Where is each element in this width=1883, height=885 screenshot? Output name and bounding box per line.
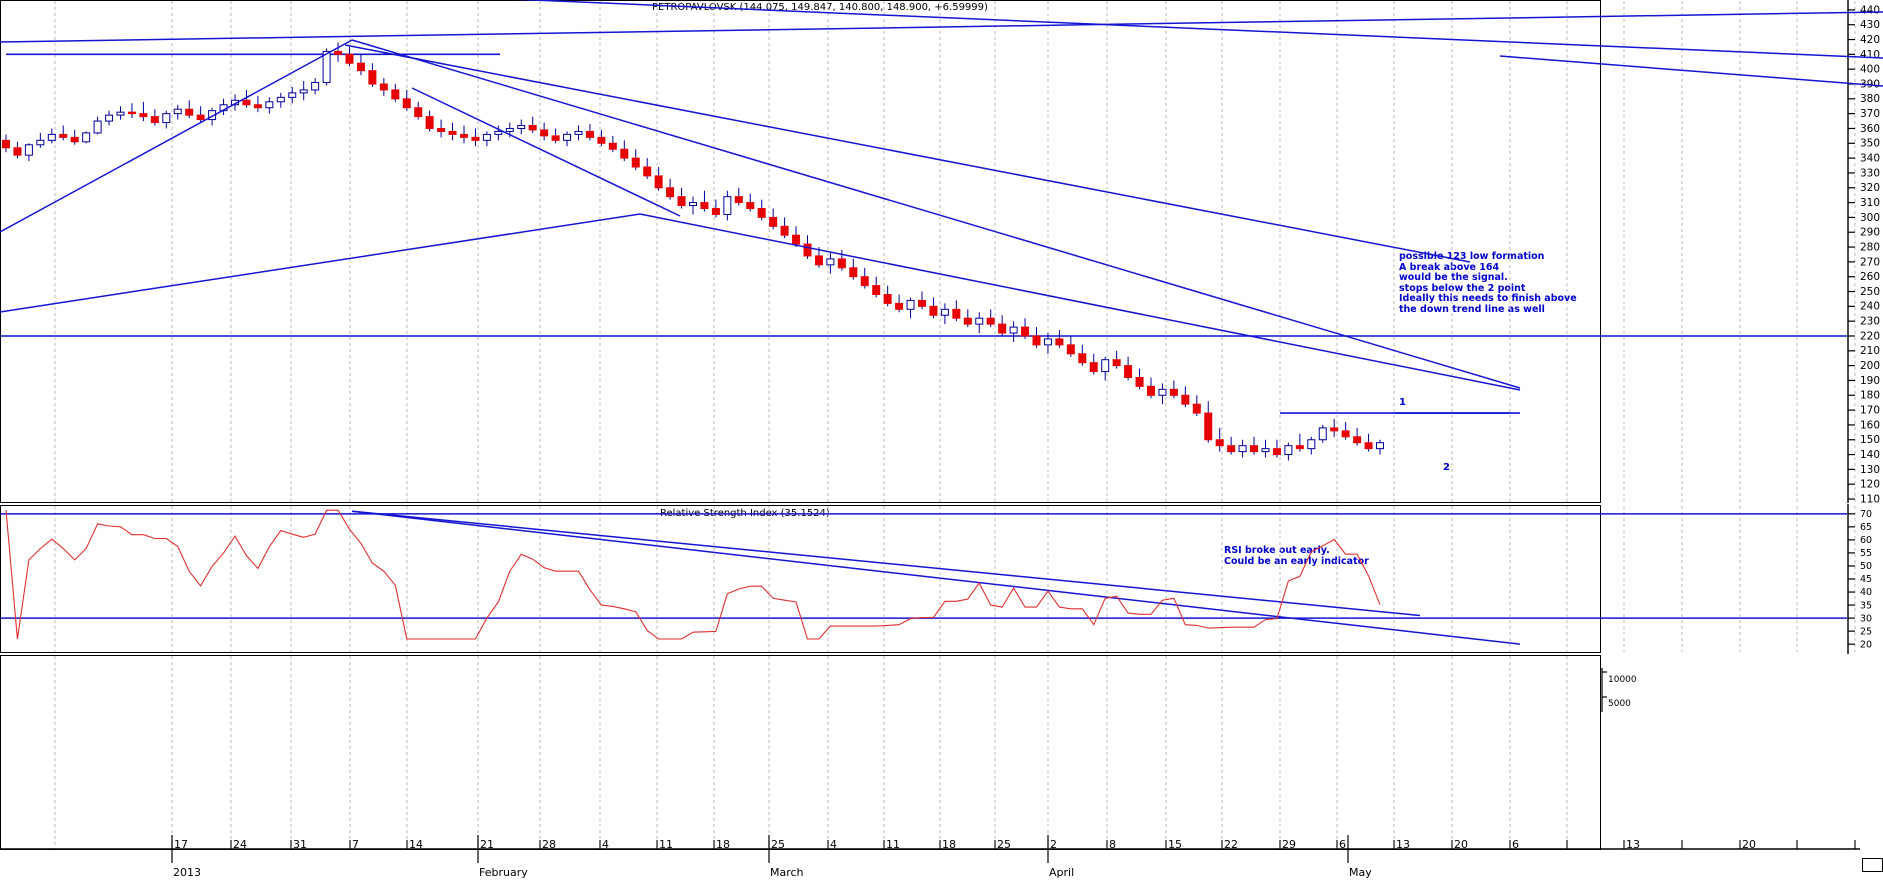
price-axis-tick-label: 200 <box>1860 360 1880 372</box>
rsi-axis-tick-label: 70 <box>1860 509 1872 520</box>
price-axis-tick-label: 170 <box>1860 405 1880 417</box>
price-axis-tick-label: 360 <box>1860 123 1880 135</box>
price-annotation-line-1: possible 123 low formation <box>1399 251 1545 262</box>
price-axis-tick-label: 370 <box>1860 108 1880 120</box>
volume-tick-5000: 5000 <box>1608 699 1631 709</box>
price-axis-tick-label: 410 <box>1860 49 1880 61</box>
price-annotation-line-6: the down trend line as well <box>1399 303 1545 315</box>
price-axis-tick-label: 190 <box>1860 375 1880 387</box>
rsi-annotation: RSI broke out early. Could be an early i… <box>1224 545 1369 567</box>
price-axis-tick-label: 440 <box>1860 4 1880 16</box>
scrollbar-thumb[interactable] <box>1862 858 1883 872</box>
price-annotation-line-3: would be the signal. <box>1399 272 1508 283</box>
price-axis-tick-label: 180 <box>1860 390 1880 402</box>
swing-point-2-label: 2 <box>1443 462 1450 473</box>
price-axis-tick-label: 340 <box>1860 153 1880 165</box>
rsi-axis-tick-label: 45 <box>1860 574 1872 585</box>
rsi-axis-tick-label: 55 <box>1860 548 1872 559</box>
price-axis-tick-label: 250 <box>1860 286 1880 298</box>
rsi-axis-tick-label: 65 <box>1860 522 1872 533</box>
rsi-axis-tick-label: 60 <box>1860 535 1872 546</box>
month-label-april: April <box>1049 866 1075 879</box>
rsi-axis-tick-label: 40 <box>1860 587 1872 598</box>
price-axis-tick-label: 320 <box>1860 182 1880 194</box>
price-axis-tick-label: 230 <box>1860 316 1880 328</box>
price-axis-tick-label: 390 <box>1860 78 1880 90</box>
rsi-annotation-line-1: RSI broke out early. <box>1224 545 1330 556</box>
rsi-axis-tick-label: 35 <box>1860 600 1872 611</box>
swing-point-1-label: 1 <box>1399 397 1406 408</box>
price-axis-tick-label: 210 <box>1860 345 1880 357</box>
rsi-annotation-line-2: Could be an early indicator <box>1224 555 1369 567</box>
price-axis-tick-label: 290 <box>1860 227 1880 239</box>
month-label-2013: 2013 <box>173 866 201 879</box>
price-axis-tick-label: 350 <box>1860 138 1880 150</box>
price-annotation: possible 123 low formation A break above… <box>1399 251 1577 315</box>
price-axis-tick-label: 400 <box>1860 64 1880 76</box>
month-label-february: February <box>479 866 528 879</box>
volume-tick-10000: 10000 <box>1608 675 1637 685</box>
price-axis-tick-label: 220 <box>1860 330 1880 342</box>
price-axis-tick-label: 280 <box>1860 241 1880 253</box>
price-axis-tick-label: 270 <box>1860 256 1880 268</box>
price-axis-tick-label: 430 <box>1860 19 1880 31</box>
price-pane-title: PETROPAVLOVSK (144.075, 149.847, 140.800… <box>652 2 988 13</box>
price-axis-tick-label: 140 <box>1860 449 1880 461</box>
date-axis-tick-label: 20 <box>1742 838 1756 851</box>
rsi-pane-frame <box>0 505 1601 653</box>
rsi-axis-tick-label: 30 <box>1860 613 1872 624</box>
rsi-pane-title: Relative Strength Index (35.1524) <box>660 508 830 519</box>
date-axis-tick-label: 13 <box>1626 838 1640 851</box>
price-axis-tick-label: 110 <box>1860 493 1880 505</box>
volume-pane-frame <box>0 655 1601 850</box>
price-axis-tick-label: 150 <box>1860 434 1880 446</box>
rsi-axis-tick-label: 20 <box>1860 639 1872 650</box>
rsi-axis-tick-label: 25 <box>1860 626 1872 637</box>
month-label-march: March <box>770 866 804 879</box>
price-axis-tick-label: 130 <box>1860 464 1880 476</box>
rsi-axis-tick-label: 50 <box>1860 561 1872 572</box>
price-pane-frame <box>0 0 1601 503</box>
price-axis-tick-label: 300 <box>1860 212 1880 224</box>
price-axis-tick-label: 330 <box>1860 167 1880 179</box>
price-axis-tick-label: 260 <box>1860 271 1880 283</box>
price-axis-tick-label: 310 <box>1860 197 1880 209</box>
price-axis-tick-label: 380 <box>1860 93 1880 105</box>
price-axis-tick-label: 420 <box>1860 34 1880 46</box>
price-axis-tick-label: 240 <box>1860 301 1880 313</box>
price-annotation-line-5: Ideally this needs to finish above <box>1399 293 1577 304</box>
price-axis-tick-label: 120 <box>1860 479 1880 491</box>
month-label-may: May <box>1349 866 1372 879</box>
price-axis-tick-label: 160 <box>1860 419 1880 431</box>
